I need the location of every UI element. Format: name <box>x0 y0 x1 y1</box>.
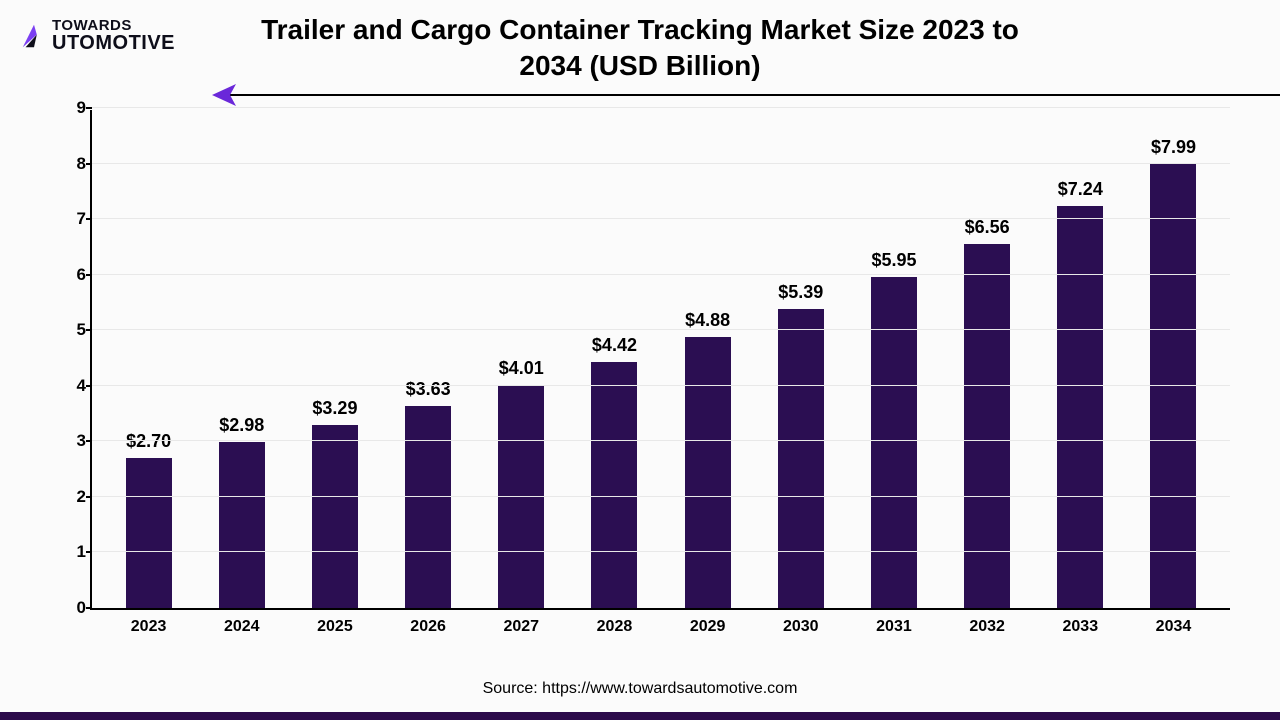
bars-container: $2.702023$2.982024$3.292025$3.632026$4.0… <box>92 110 1230 608</box>
bar-value-label: $7.24 <box>1058 179 1103 200</box>
y-tick-label: 7 <box>56 209 86 229</box>
plot-area: $2.702023$2.982024$3.292025$3.632026$4.0… <box>90 110 1230 610</box>
gridline <box>92 218 1230 219</box>
bar <box>685 337 731 608</box>
bar <box>871 277 917 608</box>
bar-slot: $2.982024 <box>195 415 288 608</box>
bar-slot: $5.952031 <box>847 250 940 608</box>
bar-value-label: $5.95 <box>871 250 916 271</box>
gridline <box>92 551 1230 552</box>
gridline <box>92 107 1230 108</box>
bar <box>219 442 265 608</box>
bar <box>126 458 172 608</box>
y-tick-label: 0 <box>56 598 86 618</box>
y-tick-label: 6 <box>56 265 86 285</box>
bar-value-label: $3.29 <box>312 398 357 419</box>
footer-band <box>0 712 1280 720</box>
bar-value-label: $3.63 <box>406 379 451 400</box>
x-tick-label: 2025 <box>317 618 353 636</box>
y-tick-label: 9 <box>56 98 86 118</box>
x-tick-label: 2033 <box>1063 618 1099 636</box>
gridline <box>92 496 1230 497</box>
x-tick-label: 2023 <box>131 618 167 636</box>
gridline <box>92 329 1230 330</box>
bar-slot: $3.292025 <box>288 398 381 608</box>
bar-value-label: $5.39 <box>778 282 823 303</box>
bar <box>964 244 1010 608</box>
x-tick-label: 2030 <box>783 618 819 636</box>
chart-title: Trailer and Cargo Container Tracking Mar… <box>0 12 1280 85</box>
y-tick-label: 1 <box>56 542 86 562</box>
bar-slot: $2.702023 <box>102 431 195 608</box>
bar-value-label: $7.99 <box>1151 137 1196 158</box>
x-tick-label: 2029 <box>690 618 726 636</box>
bar <box>778 309 824 608</box>
source-text: Source: https://www.towardsautomotive.co… <box>0 680 1280 698</box>
bar-slot: $4.422028 <box>568 335 661 608</box>
bar-value-label: $2.98 <box>219 415 264 436</box>
x-tick-label: 2034 <box>1156 618 1192 636</box>
bar <box>591 362 637 608</box>
bar-value-label: $6.56 <box>965 217 1010 238</box>
y-tick-label: 5 <box>56 320 86 340</box>
y-tick-label: 4 <box>56 376 86 396</box>
bar-value-label: $4.42 <box>592 335 637 356</box>
x-tick-label: 2026 <box>410 618 446 636</box>
y-tick-label: 2 <box>56 487 86 507</box>
bar-slot: $3.632026 <box>382 379 475 608</box>
x-tick-label: 2027 <box>503 618 539 636</box>
x-tick-label: 2028 <box>597 618 633 636</box>
page: TOWARDS UTOMOTIVE Trailer and Cargo Cont… <box>0 0 1280 720</box>
bar-slot: $5.392030 <box>754 282 847 608</box>
bar-slot: $4.012027 <box>475 358 568 608</box>
bar <box>405 406 451 608</box>
x-tick-label: 2031 <box>876 618 912 636</box>
bar-chart: $2.702023$2.982024$3.292025$3.632026$4.0… <box>50 110 1230 650</box>
bar-value-label: $4.88 <box>685 310 730 331</box>
bar-value-label: $4.01 <box>499 358 544 379</box>
bar-value-label: $2.70 <box>126 431 171 452</box>
bar-slot: $7.242033 <box>1034 179 1127 608</box>
gridline <box>92 274 1230 275</box>
gridline <box>92 440 1230 441</box>
arrow-left-icon <box>210 82 240 108</box>
bar-slot: $4.882029 <box>661 310 754 608</box>
gridline <box>92 385 1230 386</box>
x-tick-label: 2024 <box>224 618 260 636</box>
bar <box>312 425 358 608</box>
bar-slot: $6.562032 <box>941 217 1034 608</box>
bar-slot: $7.992034 <box>1127 137 1220 608</box>
x-tick-label: 2032 <box>969 618 1005 636</box>
y-tick-label: 3 <box>56 431 86 451</box>
bar <box>1150 164 1196 608</box>
y-tick-label: 8 <box>56 154 86 174</box>
title-rule <box>216 94 1280 96</box>
gridline <box>92 163 1230 164</box>
y-tick-mark <box>86 607 92 609</box>
bar <box>1057 206 1103 608</box>
